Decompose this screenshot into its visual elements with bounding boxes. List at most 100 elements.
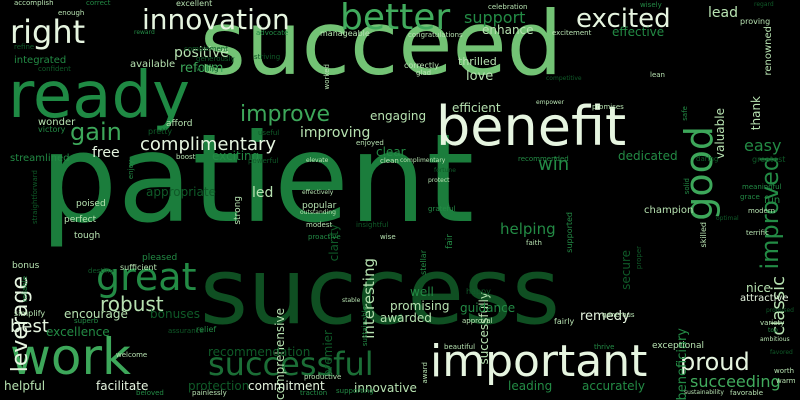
word-led: led <box>252 185 274 201</box>
word-improving: improving <box>300 125 371 141</box>
word-favored: favored <box>770 349 793 356</box>
word-wisely: wisely <box>640 1 662 9</box>
word-dedicated: dedicated <box>618 149 678 163</box>
word-recommendation: recommendation <box>208 345 311 359</box>
word-helpful: helpful <box>4 379 46 393</box>
word-beloved: beloved <box>136 389 164 397</box>
word-grateful: grateful <box>428 205 456 213</box>
word-confident: confident <box>38 65 71 73</box>
word-appropriate: appropriate <box>146 185 216 199</box>
word-variety: variety <box>760 319 785 327</box>
word-lean: lean <box>650 71 665 79</box>
word-fair: fair <box>445 234 455 249</box>
word-correctly: correctly <box>404 61 439 70</box>
word-advocate: advocate <box>256 29 289 37</box>
word-approval: approval <box>462 317 493 325</box>
word-positive: positive <box>174 45 229 61</box>
word-pretty: pretty <box>148 127 173 136</box>
word-efficient: efficient <box>452 101 501 115</box>
word-sustainability: sustainability <box>684 389 724 396</box>
word-excellence: excellence <box>46 325 110 339</box>
word-afford: afford <box>166 119 193 129</box>
word-skilled: skilled <box>699 222 708 248</box>
word-clarity: clarity <box>327 224 341 262</box>
word-empower: empower <box>536 99 565 106</box>
word-daring: daring <box>696 155 719 163</box>
word-valuable: valuable <box>713 108 727 160</box>
word-patient: patient <box>40 108 475 250</box>
word-ambitious: ambitious <box>760 336 790 343</box>
word-promised: promised <box>766 307 794 314</box>
word-exciting: exciting <box>212 149 260 163</box>
word-leading: leading <box>508 379 553 393</box>
word-effectively: effectively <box>302 189 334 196</box>
word-promises: promises <box>592 103 624 111</box>
word-enhance: enhance <box>482 23 534 37</box>
word-regard: regard <box>754 1 774 8</box>
word-protect: protect <box>428 177 450 184</box>
word-excellent: excellent <box>176 0 213 8</box>
word-enjoyed: enjoyed <box>356 139 384 147</box>
word-wonder: wonder <box>38 117 76 128</box>
word-reform: reform <box>180 61 224 76</box>
word-grace: grace <box>740 193 760 201</box>
word-promising: promising <box>390 299 450 313</box>
word-win: win <box>538 154 570 175</box>
word-insightful: insightful <box>356 221 389 229</box>
word-simplify: simplify <box>14 309 46 318</box>
word-premier: premier <box>321 330 335 378</box>
word-excited: excited <box>576 4 671 34</box>
word-correct: correct <box>86 0 111 7</box>
word-complement: complement <box>184 45 228 53</box>
word-champion: champion <box>644 205 694 216</box>
word-glad: glad <box>416 69 432 77</box>
word-modern: modern <box>748 207 776 215</box>
word-reward: reward <box>134 29 155 36</box>
word-robust: robust <box>100 292 164 316</box>
word-available: available <box>130 59 176 70</box>
word-integrated: integrated <box>14 55 67 66</box>
word-effective: effective <box>612 25 665 39</box>
word-generously: generously <box>196 55 235 63</box>
word-fun: fun <box>764 195 781 206</box>
word-greatest: greatest <box>752 155 786 164</box>
word-benefit: benefit <box>436 95 627 158</box>
word-optimal: optimal <box>716 215 739 222</box>
word-reliable: reliable <box>21 276 29 302</box>
word-elevate: elevate <box>306 157 329 164</box>
word-traction: traction <box>300 389 328 397</box>
word-innovative: innovative <box>354 381 417 395</box>
word-thrive: thrive <box>594 343 615 351</box>
word-right: right <box>10 13 86 51</box>
word-secure: secure <box>619 250 633 290</box>
word-excitement: excitement <box>552 29 592 37</box>
word-generous: generous <box>602 311 635 319</box>
word-awarded: awarded <box>380 311 432 325</box>
word-great: great <box>96 255 197 299</box>
word-competitive: competitive <box>546 75 582 82</box>
word-renowned: renowned <box>763 26 774 76</box>
word-fairly: fairly <box>554 317 575 326</box>
word-celebration: celebration <box>488 3 528 11</box>
word-straightforward: straightforward <box>31 170 39 224</box>
word-poised: poised <box>76 199 106 209</box>
word-lead: lead <box>708 5 738 21</box>
word-clean: clean <box>380 157 399 165</box>
word-important: important <box>430 336 648 387</box>
word-accurately: accurately <box>582 379 645 393</box>
word-tough: tough <box>74 231 101 241</box>
word-pleased: pleased <box>142 253 178 263</box>
word-helping: helping <box>500 220 556 238</box>
word-thrilled: thrilled <box>458 55 497 68</box>
word-fortune: fortune <box>434 167 456 174</box>
word-stellar: stellar <box>419 250 428 275</box>
word-striving: striving <box>254 53 281 61</box>
word-supported: supported <box>565 212 574 253</box>
word-easy: easy <box>744 136 782 155</box>
word-award: award <box>421 362 429 384</box>
word-willing: willing <box>196 65 219 73</box>
word-sufficient: sufficient <box>120 263 157 272</box>
word-remedy: remedy <box>580 309 630 324</box>
word-complimentary: complimentary <box>400 157 446 164</box>
